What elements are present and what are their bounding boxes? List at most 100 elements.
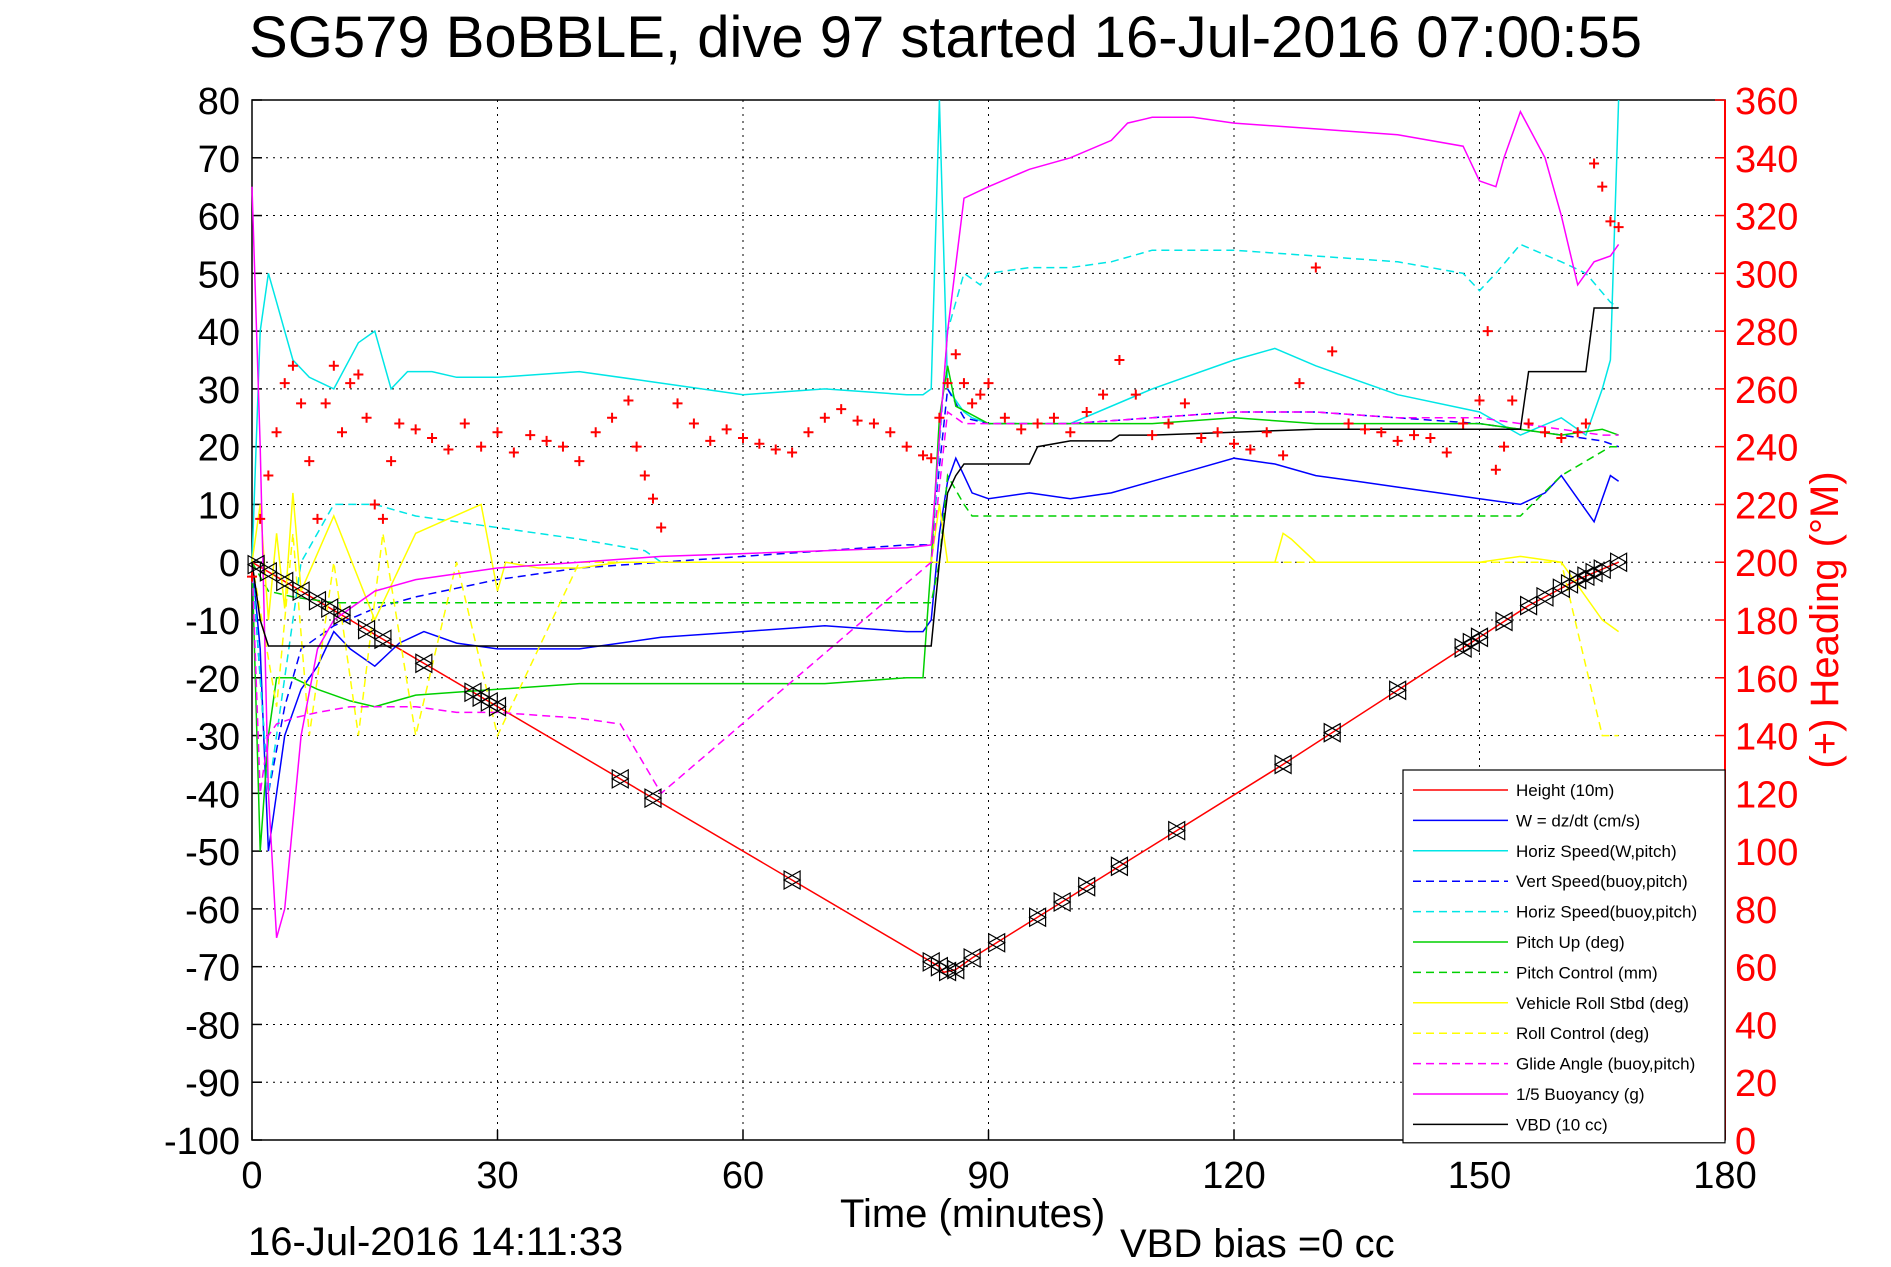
data-marker xyxy=(1470,627,1489,648)
heading-point xyxy=(541,435,552,446)
data-marker xyxy=(946,959,965,980)
heading-point xyxy=(705,435,716,446)
y2-tick-label: 160 xyxy=(1735,659,1798,701)
heading-point xyxy=(492,427,503,438)
heading-point xyxy=(1179,398,1190,409)
data-marker xyxy=(782,869,802,891)
footer-vbd-bias: VBD bias =0 cc xyxy=(1120,1222,1395,1266)
y-tick-label: -50 xyxy=(185,832,240,874)
data-marker xyxy=(962,947,982,969)
heading-point xyxy=(1441,447,1452,458)
heading-point xyxy=(328,360,339,371)
heading-point xyxy=(721,424,732,435)
data-marker xyxy=(987,932,1006,953)
heading-point xyxy=(1229,438,1239,449)
series-line-roll-control-deg xyxy=(251,533,1619,738)
heading-point xyxy=(688,418,699,429)
heading-point xyxy=(1597,181,1608,192)
heading-point xyxy=(1580,418,1591,429)
data-marker xyxy=(1322,722,1342,743)
y-tick-label: -20 xyxy=(185,659,240,701)
heading-point xyxy=(279,378,290,389)
legend-label: Roll Control (deg) xyxy=(1516,1024,1649,1043)
legend-label: VBD (10 cc) xyxy=(1516,1115,1608,1134)
heading-point xyxy=(1245,444,1256,455)
x-tick-label: 150 xyxy=(1448,1155,1511,1197)
heading-point xyxy=(934,412,945,423)
heading-point xyxy=(1409,430,1420,441)
heading-point xyxy=(263,470,274,481)
heading-point xyxy=(525,430,536,441)
heading-point xyxy=(631,441,642,452)
y2-tick-label: 220 xyxy=(1735,485,1798,527)
heading-point xyxy=(926,453,937,464)
heading-point xyxy=(1523,418,1534,429)
heading-point xyxy=(476,441,487,452)
heading-point xyxy=(754,438,765,449)
legend-label: 1/5 Buoyancy (g) xyxy=(1516,1085,1645,1104)
x-tick-label: 120 xyxy=(1202,1155,1265,1197)
heading-point xyxy=(1490,464,1501,475)
heading-point xyxy=(1163,418,1174,429)
series-line-pitch-control-mm xyxy=(251,445,1619,604)
y2-tick-label: 60 xyxy=(1735,948,1777,990)
heading-point xyxy=(647,493,658,504)
heading-point xyxy=(1114,355,1125,365)
data-marker xyxy=(414,653,434,674)
y-tick-label: 40 xyxy=(198,312,240,354)
heading-point xyxy=(1147,430,1158,441)
data-marker xyxy=(332,605,352,626)
heading-point xyxy=(852,415,863,426)
heading-point xyxy=(1310,262,1321,273)
heading-point xyxy=(672,398,683,409)
y2-tick-label: 260 xyxy=(1735,370,1798,412)
data-marker xyxy=(1077,876,1096,897)
heading-point xyxy=(1196,433,1207,443)
y2-tick-label: 120 xyxy=(1735,774,1798,816)
heading-point xyxy=(999,412,1010,423)
legend-label: Height (10m) xyxy=(1516,781,1614,800)
y-tick-label: 0 xyxy=(219,543,240,585)
heading-point xyxy=(1556,433,1567,443)
series-line-glide-angle-buoy-pitch xyxy=(251,410,1619,795)
heading-point xyxy=(590,427,601,438)
series-line-1-5-buoyancy-g xyxy=(251,109,1620,939)
y-tick-label: 70 xyxy=(198,139,240,181)
y2-tick-label: 20 xyxy=(1735,1063,1777,1105)
heading-point xyxy=(868,418,879,429)
heading-point xyxy=(255,513,266,524)
legend-label: Vehicle Roll Stbd (deg) xyxy=(1516,994,1689,1013)
heading-point xyxy=(1065,427,1076,438)
heading-point xyxy=(836,404,847,415)
x-tick-label: 0 xyxy=(241,1155,262,1197)
heading-point xyxy=(394,418,405,429)
heading-point xyxy=(1572,427,1583,438)
legend-label: Pitch Up (deg) xyxy=(1516,933,1625,952)
heading-point xyxy=(1539,427,1550,438)
data-marker xyxy=(1110,856,1129,877)
y-tick-label: 60 xyxy=(198,197,240,239)
y2-tick-label: 0 xyxy=(1735,1121,1756,1163)
x-tick-label: 90 xyxy=(967,1155,1009,1197)
data-marker xyxy=(643,788,663,809)
heading-point xyxy=(770,444,781,455)
heading-point xyxy=(656,522,667,533)
data-marker xyxy=(1388,680,1407,701)
y2-tick-label: 240 xyxy=(1735,428,1798,470)
heading-point xyxy=(410,424,421,435)
y-tick-label: -90 xyxy=(185,1063,240,1105)
data-marker xyxy=(1609,552,1628,573)
heading-point xyxy=(1392,435,1403,446)
heading-point xyxy=(1016,424,1027,435)
heading-point xyxy=(1499,441,1510,452)
data-marker xyxy=(1494,611,1514,632)
grid xyxy=(251,99,1726,1141)
heading-point xyxy=(386,456,397,467)
heading-point xyxy=(1474,395,1485,406)
y2-tick-label: 300 xyxy=(1735,254,1798,296)
data-marker xyxy=(1273,754,1293,775)
data-marker xyxy=(611,768,630,789)
legend-label: W = dz/dt (cm/s) xyxy=(1516,811,1640,830)
heading-point xyxy=(1327,346,1338,357)
